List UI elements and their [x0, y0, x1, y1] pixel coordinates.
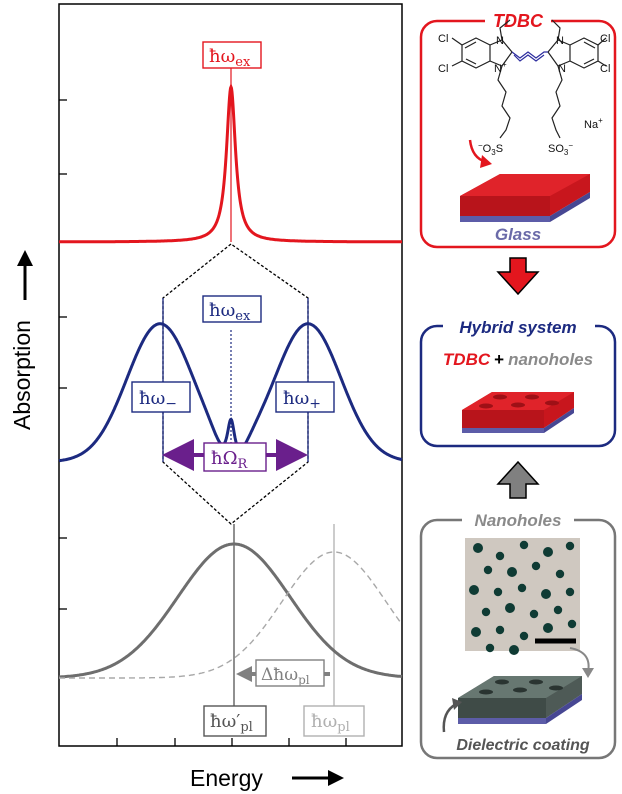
omega-ex-top-box [202, 41, 262, 69]
atom-cl-1: Cl [438, 33, 448, 45]
glass-caption: Glass [495, 225, 541, 244]
nanohole [495, 551, 505, 561]
atom-na: Na+ [584, 116, 603, 131]
tdbc-molecule [451, 19, 607, 139]
rabi-box [203, 442, 267, 472]
red-down-arrow-icon [496, 257, 540, 296]
x-axis-arrow [292, 770, 344, 786]
nanohole [567, 619, 577, 629]
nanohole [565, 541, 575, 551]
nanohole [543, 547, 553, 557]
omega-minus-box [131, 381, 191, 413]
sem-image [465, 538, 580, 655]
exciton-absorption-curve [59, 82, 402, 244]
atom-cl-4: Cl [600, 63, 610, 75]
omega-pl-box [303, 705, 365, 737]
plasmon-shifted-curve [58, 542, 403, 679]
nanoholes-title: Nanoholes [475, 511, 562, 530]
omega-ex-mid-box [202, 295, 262, 323]
hybrid-absorption-curve [58, 322, 403, 463]
atom-n-4: N [558, 63, 566, 75]
nanohole [485, 643, 495, 653]
plot-frame [58, 3, 403, 747]
nanohole [531, 561, 541, 571]
nanohole [517, 583, 527, 593]
hybrid-curve-group: ħωex ħω− ħω+ ħΩR [58, 295, 403, 472]
coated-slab [458, 676, 582, 724]
tdbc-film-on-glass [460, 174, 590, 222]
atom-cl-2: Cl [438, 63, 448, 75]
tdbc-panel: TDBC [419, 9, 617, 249]
omega-plus-label: ħω+ [283, 388, 321, 412]
atom-so3-left: −O3S [478, 141, 503, 157]
nanohole [509, 645, 519, 655]
nanohole [483, 565, 493, 575]
y-axis-label: Absorption [9, 320, 35, 430]
nanohole [493, 587, 503, 597]
atom-so3-right: SO3− [548, 141, 573, 157]
hybrid-subtitle: TDBC + nanoholes [443, 350, 593, 369]
exciton-curve-group: ħωex [59, 41, 402, 244]
atom-n-plus: + [502, 60, 507, 69]
omega-pl-prime-label: ħω′pl [210, 711, 253, 735]
nanoholes-panel: Nanoholes Dielectric coating [419, 508, 617, 760]
omega-plus-box [275, 381, 335, 413]
gray-up-arrow-icon [496, 460, 540, 499]
plasmon-bare-curve [59, 551, 403, 679]
dielectric-caption: Dielectric coating [456, 737, 590, 754]
atom-n-1: N [496, 35, 504, 47]
nanohole [541, 589, 551, 599]
rabi-label: ħΩR [211, 448, 249, 472]
hybrid-title: Hybrid system [459, 318, 576, 337]
tdbc-title: TDBC [493, 11, 544, 31]
delta-pl-label: Δħωpl [261, 665, 310, 687]
delta-pl-box [255, 659, 325, 687]
atom-n-3: N [556, 35, 564, 47]
omega-ex-top-label: ħωex [209, 46, 251, 70]
atom-n-2: N [494, 63, 502, 75]
nanohole [553, 605, 563, 615]
omega-pl-label: ħωpl [311, 711, 350, 735]
nanohole [519, 631, 529, 641]
nanohole [471, 627, 481, 637]
nanohole [507, 567, 517, 577]
plasmon-curve-group: Δħωpl ħω′pl ħωpl [58, 524, 403, 737]
nanohole [565, 587, 575, 597]
nanohole [519, 540, 529, 550]
nanohole [481, 607, 491, 617]
nanohole [473, 543, 483, 553]
nanohole [543, 623, 553, 633]
atom-cl-3: Cl [600, 33, 610, 45]
y-axis-arrow [17, 250, 33, 300]
omega-ex-mid-label: ħωex [209, 300, 251, 324]
x-axis-label: Energy [190, 765, 263, 791]
omega-pl-prime-box [203, 705, 267, 737]
nanohole [469, 585, 479, 595]
nanohole [495, 625, 505, 635]
hybrid-panel: Hybrid system TDBC + nanoholes [419, 316, 617, 448]
hybrid-slab [462, 392, 574, 433]
omega-minus-label: ħω− [139, 388, 177, 412]
nanohole [529, 609, 539, 619]
nanohole [555, 569, 565, 579]
nanohole [505, 603, 515, 613]
